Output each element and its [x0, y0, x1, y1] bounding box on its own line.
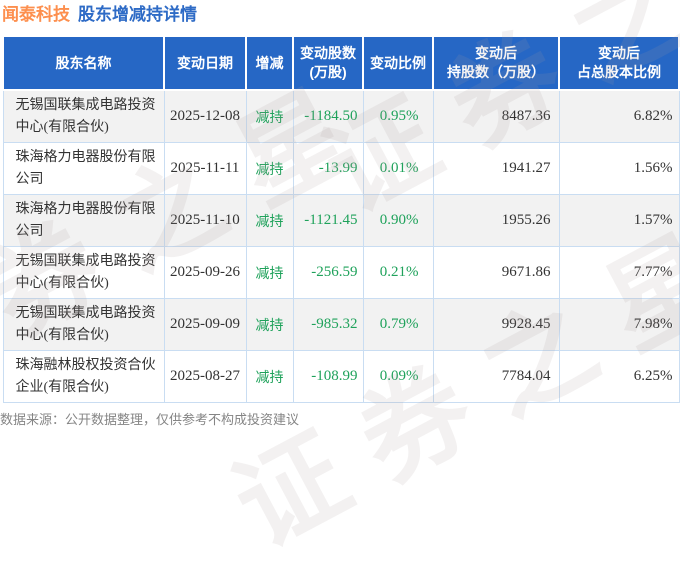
cell-change-ratio: 0.90% — [362, 194, 434, 247]
cell-change-shares: -256.59 — [292, 246, 364, 299]
data-source-note: 数据来源：公开数据整理，仅供参考不构成投资建议 — [0, 412, 300, 427]
table-row: 珠海格力电器股份有限公司 2025-11-10 减持 -1121.45 0.90… — [2, 194, 680, 247]
cell-shares-after: 8487.36 — [432, 89, 560, 143]
cell-shareholder-name: 珠海融林股权投资合伙企业(有限合伙) — [2, 350, 165, 403]
column-header-total-ratio-after: 变动后 占总股本比例 — [558, 35, 680, 91]
header-row: 股东名称 变动日期 增减 变动股数 (万股) 变动比例 变动后 持股数（万股） 变动… — [2, 35, 680, 91]
cell-total-ratio: 7.98% — [558, 298, 680, 351]
cell-change-ratio: 0.95% — [362, 89, 434, 143]
cell-shares-after: 7784.04 — [432, 350, 560, 403]
cell-change-date: 2025-11-10 — [163, 194, 247, 247]
cell-change-date: 2025-09-26 — [163, 246, 247, 299]
cell-change-ratio: 0.21% — [362, 246, 434, 299]
cell-total-ratio: 6.82% — [558, 89, 680, 143]
cell-shareholder-name: 无锡国联集成电路投资中心(有限合伙) — [2, 246, 165, 299]
column-header-change-ratio: 变动比例 — [362, 35, 434, 91]
table-row: 无锡国联集成电路投资中心(有限合伙) 2025-12-08 减持 -1184.5… — [2, 89, 680, 143]
cell-action: 减持 — [245, 298, 294, 351]
table-row: 无锡国联集成电路投资中心(有限合伙) 2025-09-09 减持 -985.32… — [2, 298, 680, 351]
cell-change-date: 2025-12-08 — [163, 89, 247, 143]
cell-total-ratio: 6.25% — [558, 350, 680, 403]
cell-shares-after: 9671.86 — [432, 246, 560, 299]
cell-change-ratio: 0.79% — [362, 298, 434, 351]
shareholder-change-table: 股东名称 变动日期 增减 变动股数 (万股) 变动比例 变动后 持股数（万股） 变动… — [2, 35, 680, 403]
cell-action: 减持 — [245, 89, 294, 143]
cell-change-shares: -108.99 — [292, 350, 364, 403]
cell-change-ratio: 0.01% — [362, 142, 434, 195]
table-row: 珠海融林股权投资合伙企业(有限合伙) 2025-08-27 减持 -108.99… — [2, 350, 680, 403]
cell-shares-after: 9928.45 — [432, 298, 560, 351]
table-body: 无锡国联集成电路投资中心(有限合伙) 2025-12-08 减持 -1184.5… — [2, 89, 680, 403]
cell-total-ratio: 7.77% — [558, 246, 680, 299]
column-header-change-shares: 变动股数 (万股) — [292, 35, 364, 91]
cell-total-ratio: 1.56% — [558, 142, 680, 195]
cell-change-shares: -1184.50 — [292, 89, 364, 143]
cell-action: 减持 — [245, 246, 294, 299]
stock-name: 闻泰科技 — [2, 5, 70, 24]
column-header-shareholder: 股东名称 — [2, 35, 165, 91]
table-row: 无锡国联集成电路投资中心(有限合伙) 2025-09-26 减持 -256.59… — [2, 246, 680, 299]
cell-shares-after: 1941.27 — [432, 142, 560, 195]
cell-change-shares: -985.32 — [292, 298, 364, 351]
cell-change-ratio: 0.09% — [362, 350, 434, 403]
cell-change-shares: -13.99 — [292, 142, 364, 195]
cell-total-ratio: 1.57% — [558, 194, 680, 247]
cell-shareholder-name: 珠海格力电器股份有限公司 — [2, 194, 165, 247]
cell-change-date: 2025-11-11 — [163, 142, 247, 195]
cell-action: 减持 — [245, 194, 294, 247]
cell-action: 减持 — [245, 350, 294, 403]
cell-change-shares: -1121.45 — [292, 194, 364, 247]
column-header-action: 增减 — [245, 35, 294, 91]
cell-shares-after: 1955.26 — [432, 194, 560, 247]
page-subtitle: 股东增减持详情 — [78, 5, 197, 24]
page-title: 闻泰科技 股东增减持详情 — [0, 0, 680, 27]
table-header: 股东名称 变动日期 增减 变动股数 (万股) 变动比例 变动后 持股数（万股） 变动… — [2, 35, 680, 91]
column-header-change-date: 变动日期 — [163, 35, 247, 91]
cell-shareholder-name: 无锡国联集成电路投资中心(有限合伙) — [2, 298, 165, 351]
cell-shareholder-name: 珠海格力电器股份有限公司 — [2, 142, 165, 195]
cell-change-date: 2025-09-09 — [163, 298, 247, 351]
table-row: 珠海格力电器股份有限公司 2025-11-11 减持 -13.99 0.01% … — [2, 142, 680, 195]
cell-change-date: 2025-08-27 — [163, 350, 247, 403]
column-header-shares-after: 变动后 持股数（万股） — [432, 35, 560, 91]
cell-action: 减持 — [245, 142, 294, 195]
cell-shareholder-name: 无锡国联集成电路投资中心(有限合伙) — [2, 89, 165, 143]
